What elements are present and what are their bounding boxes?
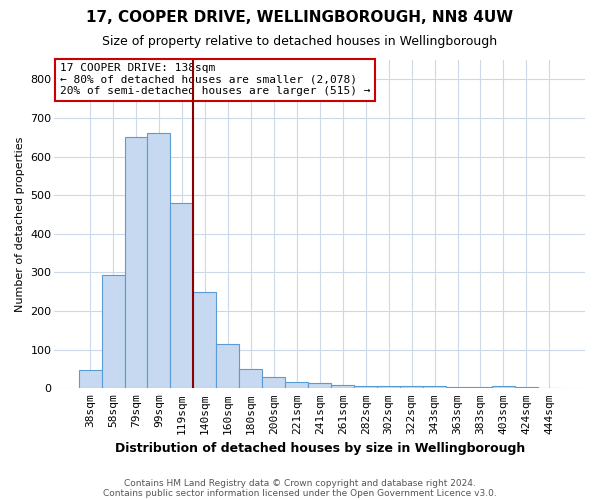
Bar	[170, 203, 193, 388]
Bar	[148, 134, 170, 388]
Text: Contains public sector information licensed under the Open Government Licence v3: Contains public sector information licen…	[103, 488, 497, 498]
Bar	[308, 383, 331, 388]
X-axis label: Distribution of detached houses by size in Wellingborough: Distribution of detached houses by size …	[115, 442, 525, 455]
Bar	[377, 386, 400, 388]
Bar	[262, 378, 285, 388]
Text: 17 COOPER DRIVE: 138sqm
← 80% of detached houses are smaller (2,078)
20% of semi: 17 COOPER DRIVE: 138sqm ← 80% of detache…	[60, 64, 370, 96]
Bar	[285, 382, 308, 388]
Bar	[101, 275, 125, 388]
Bar	[125, 137, 148, 388]
Text: 17, COOPER DRIVE, WELLINGBOROUGH, NN8 4UW: 17, COOPER DRIVE, WELLINGBOROUGH, NN8 4U…	[86, 10, 514, 25]
Bar	[239, 369, 262, 388]
Bar	[446, 387, 469, 388]
Bar	[79, 370, 101, 388]
Text: Size of property relative to detached houses in Wellingborough: Size of property relative to detached ho…	[103, 35, 497, 48]
Bar	[354, 386, 377, 388]
Bar	[331, 385, 354, 388]
Bar	[217, 344, 239, 389]
Y-axis label: Number of detached properties: Number of detached properties	[15, 136, 25, 312]
Bar	[423, 386, 446, 388]
Bar	[515, 387, 538, 388]
Bar	[492, 386, 515, 388]
Text: Contains HM Land Registry data © Crown copyright and database right 2024.: Contains HM Land Registry data © Crown c…	[124, 478, 476, 488]
Bar	[193, 292, 217, 388]
Bar	[469, 387, 492, 388]
Bar	[400, 386, 423, 388]
